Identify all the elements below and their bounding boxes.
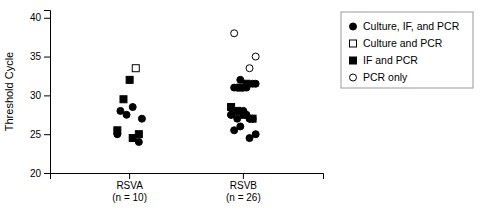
point [132, 65, 139, 72]
legend-label: PCR only [363, 71, 408, 83]
y-tick-label: 40 [30, 12, 42, 23]
point [129, 135, 136, 142]
plot: 20 25 30 35 40 RSVA(n = 10) RSVB(n = 26) [30, 11, 324, 203]
point [252, 53, 259, 60]
point [252, 80, 259, 87]
y-tick-mark [44, 95, 50, 96]
y-tick-label: 35 [30, 51, 42, 62]
x-tick: RSVB(n = 26) [226, 173, 261, 203]
x-tick-label-line: (n = 26) [226, 192, 261, 203]
point [129, 104, 136, 111]
y-tick-label: 30 [30, 90, 42, 101]
legend-frame [341, 12, 473, 88]
x-tick-label-line: RSVA [116, 180, 143, 191]
legend-item: Culture and PCR [350, 37, 443, 49]
y-tick-mark [44, 57, 50, 58]
point [237, 84, 244, 91]
x-tick-mark [129, 173, 130, 179]
x-axis: RSVA(n = 10) RSVB(n = 26) [51, 173, 324, 203]
y-axis-title: Threshold Cycle [3, 52, 15, 131]
x-tick-label-line: RSVB [230, 180, 258, 191]
point [246, 135, 253, 142]
x-tick-label: RSVA(n = 10) [112, 180, 147, 203]
point [246, 65, 253, 72]
legend-symbol [350, 23, 357, 30]
point [249, 115, 256, 122]
point [114, 127, 121, 134]
legend-symbol [350, 57, 357, 64]
x-axis-line [51, 174, 324, 180]
point [117, 107, 124, 114]
point [120, 96, 127, 103]
legend-label: IF and PCR [363, 54, 418, 66]
point [228, 104, 235, 111]
points [114, 30, 259, 146]
legend-label: Culture and PCR [363, 37, 443, 49]
x-tick-label: RSVB(n = 26) [226, 180, 261, 203]
x-tick-label-line: (n = 10) [112, 192, 147, 203]
y-tick: 30 [30, 90, 50, 101]
point [231, 127, 238, 134]
y-tick-mark [44, 173, 50, 174]
y-tick-label: 20 [30, 168, 42, 179]
x-tick-mark [243, 173, 244, 179]
legend: Culture, IF, and PCR Culture and PCR IF an… [341, 12, 473, 88]
legend-label: Culture, IF, and PCR [363, 20, 460, 32]
y-tick-label: 25 [30, 129, 42, 140]
y-axis: 20 25 30 35 40 [30, 11, 51, 179]
point [138, 115, 145, 122]
y-tick: 20 [30, 168, 50, 179]
chart-container: 20 25 30 35 40 RSVA(n = 10) RSVB(n = 26) Thresh… [0, 0, 483, 209]
point [126, 76, 133, 83]
y-tick: 40 [30, 12, 50, 23]
legend-item: Culture, IF, and PCR [350, 20, 460, 32]
chart-svg: 20 25 30 35 40 RSVA(n = 10) RSVB(n = 26) Thresh… [0, 0, 483, 209]
point [231, 30, 238, 37]
legend-symbol [350, 40, 357, 47]
legend-symbol [350, 74, 357, 81]
y-tick-mark [44, 18, 50, 19]
legend-item: IF and PCR [350, 54, 419, 66]
x-tick: RSVA(n = 10) [112, 173, 147, 203]
y-tick: 35 [30, 51, 50, 62]
point [249, 115, 256, 122]
y-tick-mark [44, 134, 50, 135]
y-axis-line [44, 11, 51, 174]
legend-item: PCR only [350, 71, 409, 83]
y-tick: 25 [30, 129, 50, 140]
